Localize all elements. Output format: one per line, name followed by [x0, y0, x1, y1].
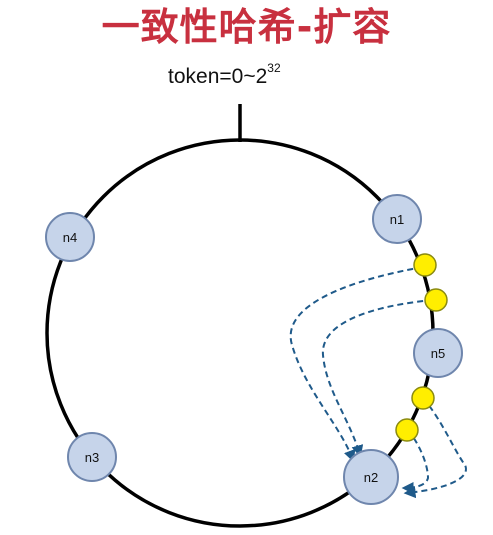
hash-key-4 [395, 418, 419, 442]
hash-keys [395, 253, 448, 442]
token-range-exponent: 32 [267, 61, 281, 75]
migration-arrow-4 [401, 429, 430, 494]
node-n5: n5 [413, 328, 463, 378]
migration-arrow-3 [403, 397, 467, 499]
hash-key-3 [411, 386, 435, 410]
migration-arrows [289, 266, 467, 499]
hash-nodes: n1 n5 n2 n3 n4 [45, 194, 463, 505]
node-n3-label: n3 [85, 450, 99, 465]
node-n3: n3 [67, 432, 117, 482]
node-n1-label: n1 [390, 212, 404, 227]
page-title: 一致性哈希-扩容 [101, 5, 392, 49]
node-n2-label: n2 [364, 470, 378, 485]
migration-arrow-2 [321, 299, 434, 458]
node-n5-label: n5 [431, 346, 445, 361]
node-n4: n4 [45, 212, 95, 262]
hash-key-1 [413, 253, 437, 277]
node-n1: n1 [372, 194, 422, 244]
node-n2: n2 [343, 449, 399, 505]
node-n4-label: n4 [63, 230, 77, 245]
hash-key-2 [424, 288, 448, 312]
migration-arrow-1 [289, 266, 424, 463]
token-range-label: token=0~232 [168, 61, 281, 89]
token-range-base: token=0~2 [168, 65, 268, 88]
